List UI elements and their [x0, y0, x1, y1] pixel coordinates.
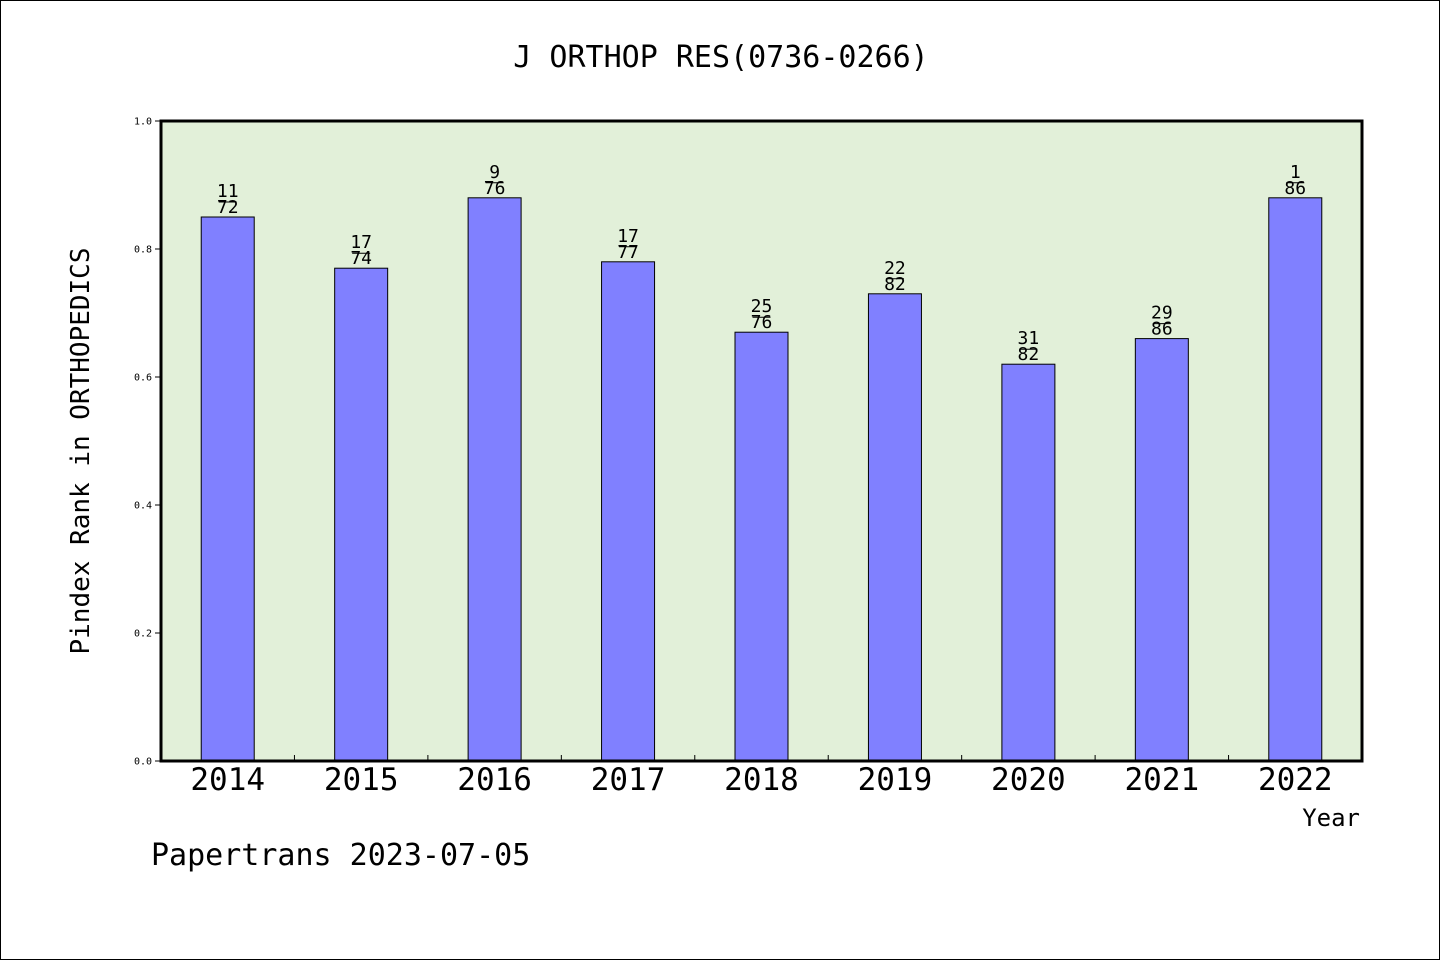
y-tick-label: 0.2	[134, 629, 152, 640]
y-tick-label: 0.0	[134, 757, 152, 768]
bar	[867, 293, 922, 762]
y-tick-label: 0.4	[134, 501, 152, 512]
data-label-rank: 11	[217, 181, 239, 202]
footer-credit: Papertrans 2023-07-05	[151, 838, 530, 873]
x-tick-label: 2016	[457, 762, 532, 798]
bar	[1001, 363, 1056, 762]
bar	[734, 331, 789, 762]
y-tick-label: 1.0	[134, 117, 152, 128]
data-label-rank: 1	[1290, 162, 1301, 183]
data-label-total: 76	[751, 312, 773, 333]
x-tick-label: 2017	[591, 762, 666, 798]
x-tick-label: 2015	[324, 762, 399, 798]
x-tick-label: 2022	[1258, 762, 1333, 798]
x-tick-label: 2019	[858, 762, 933, 798]
bar	[334, 267, 389, 762]
x-tick-label: 2018	[724, 762, 799, 798]
bar	[601, 261, 656, 762]
data-label-rank: 22	[884, 258, 906, 279]
data-label-rank: 29	[1151, 303, 1173, 324]
data-label-total: 74	[350, 248, 372, 269]
data-label-total: 82	[884, 274, 906, 295]
bar	[200, 216, 255, 762]
x-tick-label: 2014	[190, 762, 265, 798]
data-label-rank: 17	[350, 232, 372, 253]
plot-border	[159, 119, 1364, 763]
chart-title: J ORTHOP RES(0736-0266)	[513, 40, 928, 75]
y-axis-ticks: 0.0 0.2 0.4 0.6 0.8 1.0	[134, 117, 161, 768]
x-tick-label: 2021	[1125, 762, 1200, 798]
data-label-rank: 31	[1018, 328, 1040, 349]
bar	[1134, 338, 1189, 762]
data-label-total: 86	[1151, 319, 1173, 340]
bars-group	[200, 197, 1323, 762]
data-label-rank: 17	[617, 226, 639, 247]
x-tick-label: 2020	[991, 762, 1066, 798]
data-label-total: 82	[1018, 344, 1040, 365]
data-label-total: 76	[484, 178, 506, 199]
x-axis-ticks: 2014 2015 2016 2017 2018 2019 2020 2021 2022	[190, 755, 1333, 798]
data-label-total: 72	[217, 197, 239, 218]
y-tick-label: 0.8	[134, 245, 152, 256]
y-axis-label: Pindex Rank in ORTHOPEDICS	[66, 248, 96, 655]
bar	[1268, 197, 1323, 762]
data-label-total: 77	[617, 242, 639, 263]
x-axis-label: Year	[1302, 804, 1360, 832]
data-label-rank: 9	[489, 162, 500, 183]
y-tick-label: 0.6	[134, 373, 152, 384]
bar	[467, 197, 522, 762]
data-label-total: 86	[1284, 178, 1306, 199]
data-label-rank: 25	[751, 296, 773, 317]
